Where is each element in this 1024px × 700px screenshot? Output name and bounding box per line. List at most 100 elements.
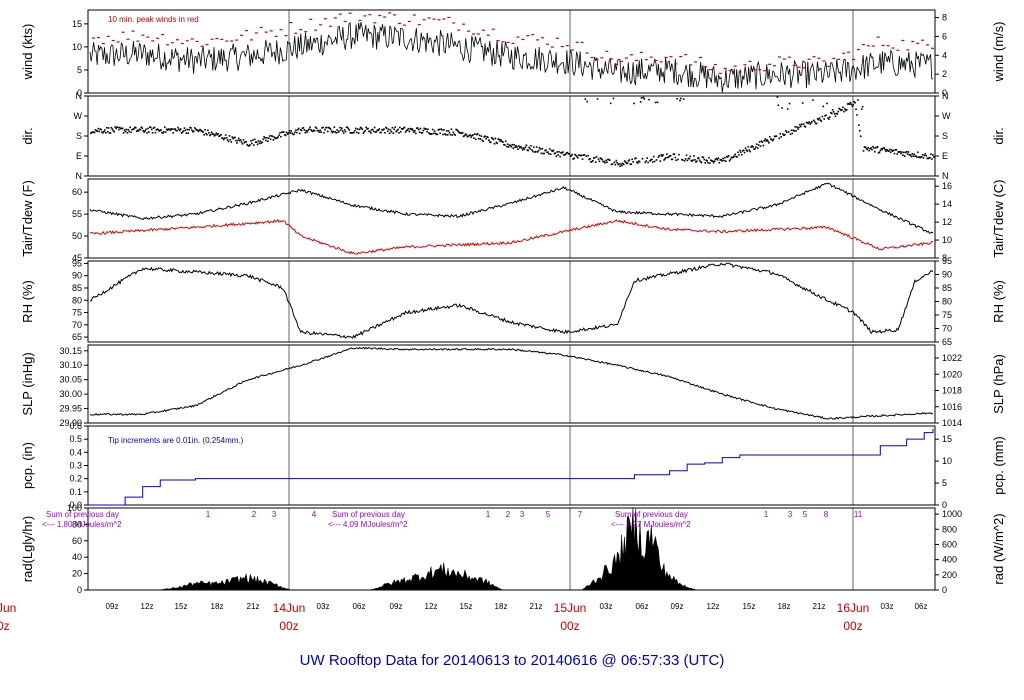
right-tick-label-dir-0: N — [942, 171, 949, 181]
direction-point — [351, 132, 353, 134]
day-label-1: 14Jun — [273, 601, 306, 615]
left-tick-label-dir-3: W — [74, 111, 83, 121]
direction-point — [685, 154, 688, 157]
direction-point — [218, 135, 220, 138]
series-pcp-0 — [90, 428, 934, 506]
direction-point — [554, 152, 557, 154]
direction-point — [346, 126, 349, 129]
direction-point — [914, 155, 916, 157]
direction-point — [689, 155, 692, 158]
direction-point — [794, 125, 796, 128]
direction-point — [308, 128, 310, 131]
direction-point — [857, 99, 859, 101]
direction-point — [478, 134, 481, 137]
direction-point — [822, 105, 825, 108]
direction-point — [390, 130, 393, 133]
direction-point — [619, 165, 621, 168]
direction-point — [156, 128, 159, 131]
direction-point — [242, 139, 245, 141]
direction-point — [715, 157, 718, 160]
direction-point — [186, 128, 189, 131]
direction-point — [638, 161, 641, 163]
direction-point — [647, 161, 649, 164]
direction-point — [225, 136, 228, 139]
direction-point — [498, 138, 500, 141]
direction-point — [612, 97, 615, 100]
direction-point — [461, 131, 464, 134]
direction-point — [480, 135, 483, 137]
direction-point — [681, 159, 684, 161]
direction-point — [234, 136, 236, 139]
direction-point — [337, 131, 339, 134]
direction-point — [790, 129, 793, 132]
direction-point — [270, 135, 273, 137]
left-tick-label-pcp-1: 0.1 — [69, 487, 82, 497]
direction-point — [811, 120, 813, 123]
direction-point — [713, 160, 716, 163]
direction-point — [899, 150, 901, 153]
direction-point — [515, 144, 517, 147]
left-tick-label-temp-0: 45 — [72, 253, 82, 263]
direction-point — [505, 145, 508, 148]
direction-point — [518, 145, 520, 147]
direction-point — [236, 142, 238, 144]
direction-point — [897, 151, 900, 153]
direction-point — [252, 144, 255, 146]
direction-point — [246, 143, 249, 146]
direction-point — [341, 130, 344, 132]
direction-point — [538, 147, 541, 149]
direction-point — [259, 140, 262, 143]
left-tick-label-slp-5: 30.15 — [59, 346, 82, 356]
direction-point — [149, 126, 152, 129]
direction-point — [369, 130, 371, 133]
direction-point — [197, 130, 200, 133]
direction-point — [791, 132, 794, 135]
direction-point — [395, 130, 397, 133]
direction-point — [93, 131, 96, 134]
direction-point — [662, 154, 664, 156]
panel-frame-slp — [87, 344, 936, 424]
direction-point — [905, 150, 908, 153]
direction-point — [569, 155, 572, 158]
direction-point — [198, 129, 201, 131]
chart-title: UW Rooftop Data for 20140613 to 20140616… — [300, 652, 725, 669]
time-label-8: 12z — [425, 602, 438, 611]
direction-point — [253, 138, 256, 141]
direction-point — [474, 133, 476, 135]
direction-point — [738, 154, 740, 156]
ylabel-right-rh: RH (%) — [991, 280, 1006, 323]
direction-point — [705, 159, 707, 162]
direction-point — [148, 131, 150, 133]
direction-point — [470, 136, 472, 138]
time-label-2: 15z — [175, 602, 188, 611]
direction-point — [706, 160, 708, 162]
direction-point — [736, 156, 738, 158]
direction-point — [784, 133, 786, 136]
direction-point — [413, 131, 415, 133]
direction-point — [821, 115, 824, 118]
direction-point — [136, 129, 139, 132]
direction-point — [717, 157, 720, 159]
direction-point — [509, 144, 512, 147]
direction-point — [502, 141, 504, 143]
series-wind-0 — [89, 21, 934, 93]
direction-point — [433, 130, 436, 132]
direction-point — [915, 155, 917, 157]
direction-point — [325, 126, 327, 129]
direction-point — [745, 149, 748, 151]
direction-point — [577, 156, 579, 159]
direction-point — [345, 126, 348, 129]
direction-point — [282, 131, 284, 133]
direction-point — [812, 99, 814, 101]
direction-point — [212, 133, 215, 135]
direction-point — [245, 140, 248, 143]
ylabel-right-temp: Tair/Tdew (C) — [991, 179, 1006, 257]
direction-point — [770, 138, 773, 141]
direction-point — [445, 130, 448, 132]
direction-point — [172, 132, 175, 134]
direction-point — [889, 151, 892, 154]
direction-point — [785, 131, 788, 134]
direction-point — [115, 127, 117, 130]
direction-point — [311, 130, 313, 132]
direction-point — [901, 151, 903, 153]
